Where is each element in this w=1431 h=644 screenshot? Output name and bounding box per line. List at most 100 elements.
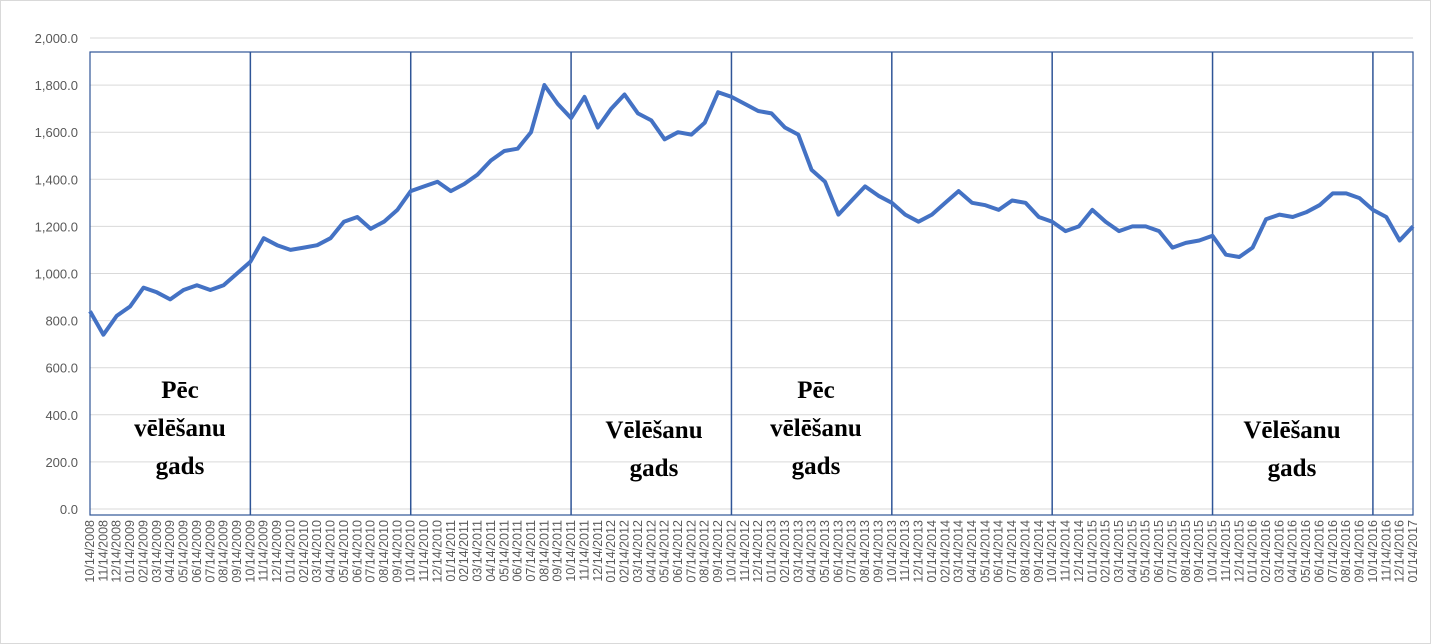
x-tick-label: 04/14/2014 — [965, 520, 979, 583]
x-tick-label: 09/14/2012 — [711, 520, 725, 583]
x-tick-label: 11/14/2008 — [96, 520, 110, 582]
x-tick-label: 07/14/2014 — [1005, 520, 1019, 583]
x-tick-label: 12/14/2010 — [430, 520, 444, 583]
x-tick-label: 05/14/2016 — [1299, 520, 1313, 583]
x-tick-label: 03/14/2011 — [471, 520, 485, 582]
x-tick-label: 08/14/2010 — [377, 520, 391, 583]
x-tick-label: 10/14/2008 — [83, 520, 97, 583]
x-tick-label: 07/14/2016 — [1326, 520, 1340, 583]
x-tick-label: 09/14/2016 — [1353, 520, 1367, 583]
x-tick-label: 02/14/2016 — [1259, 520, 1273, 583]
x-tick-label: 09/14/2014 — [1032, 520, 1046, 583]
x-tick-label: 06/14/2010 — [350, 520, 364, 583]
y-tick-label: 1,600.0 — [35, 125, 78, 140]
x-tick-label: 11/14/2011 — [577, 520, 591, 581]
x-tick-label: 01/14/2009 — [123, 520, 137, 583]
x-tick-label: 02/14/2009 — [136, 520, 150, 583]
x-tick-label: 03/14/2016 — [1272, 520, 1286, 583]
x-tick-label: 06/14/2012 — [671, 520, 685, 583]
x-tick-label: 06/14/2013 — [831, 520, 845, 583]
x-tick-label: 08/14/2013 — [858, 520, 872, 583]
annotation: Vēlēšanu — [1243, 417, 1340, 444]
annotation: gads — [792, 453, 841, 480]
x-tick-label: 10/14/2011 — [564, 520, 578, 582]
x-tick-label: 07/14/2013 — [845, 520, 859, 583]
x-tick-label: 12/14/2012 — [751, 520, 765, 583]
x-tick-label: 07/14/2011 — [524, 520, 538, 582]
annotation: vēlēšanu — [134, 415, 226, 442]
x-tick-label: 10/14/2009 — [243, 520, 257, 583]
x-tick-label: 01/14/2012 — [604, 520, 618, 583]
x-tick-label: 11/14/2010 — [417, 520, 431, 582]
x-tick-label: 05/14/2014 — [978, 520, 992, 583]
x-tick-label: 07/14/2010 — [364, 520, 378, 583]
x-tick-label: 12/14/2015 — [1232, 520, 1246, 583]
x-tick-label: 04/14/2013 — [805, 520, 819, 583]
x-tick-label: 04/14/2010 — [324, 520, 338, 583]
x-tick-label: 08/14/2014 — [1018, 520, 1032, 583]
x-tick-label: 04/14/2012 — [644, 520, 658, 583]
x-tick-label: 09/14/2015 — [1192, 520, 1206, 583]
x-tick-label: 01/14/2011 — [444, 520, 458, 582]
x-tick-label: 03/14/2015 — [1112, 520, 1126, 583]
x-tick-label: 10/14/2013 — [885, 520, 899, 583]
x-tick-label: 04/14/2016 — [1286, 520, 1300, 583]
plot-box — [89, 51, 1414, 516]
x-tick-label: 03/14/2012 — [631, 520, 645, 583]
x-tick-label: 09/14/2011 — [551, 520, 565, 582]
annotation: Vēlēšanu — [605, 417, 702, 444]
y-tick-label: 400.0 — [45, 408, 78, 423]
x-tick-label: 08/14/2016 — [1339, 520, 1353, 583]
x-tick-label: 05/14/2013 — [818, 520, 832, 583]
x-tick-label: 11/14/2016 — [1379, 520, 1393, 582]
x-tick-label: 07/14/2015 — [1165, 520, 1179, 583]
annotation: Pēc — [797, 377, 834, 404]
x-tick-label: 09/14/2010 — [390, 520, 404, 583]
x-tick-label: 10/14/2010 — [404, 520, 418, 583]
y-tick-label: 1,800.0 — [35, 78, 78, 93]
x-tick-label: 06/14/2016 — [1312, 520, 1326, 583]
y-tick-label: 0.0 — [60, 502, 78, 517]
x-tick-label: 01/14/2010 — [283, 520, 297, 583]
x-tick-label: 11/14/2012 — [738, 520, 752, 582]
x-tick-label: 02/14/2011 — [457, 520, 471, 582]
x-tick-label: 02/14/2013 — [778, 520, 792, 583]
x-tick-label: 07/14/2009 — [203, 520, 217, 583]
x-tick-label: 04/14/2011 — [484, 520, 498, 582]
y-tick-label: 1,000.0 — [35, 267, 78, 282]
line — [88, 83, 1415, 337]
y-tick-label: 2,000.0 — [35, 31, 78, 46]
y-tick-label: 800.0 — [45, 314, 78, 329]
x-tick-label: 10/14/2016 — [1366, 520, 1380, 583]
annotation: vēlēšanu — [770, 415, 862, 442]
x-tick-label: 01/14/2017 — [1406, 520, 1420, 583]
x-tick-label: 08/14/2015 — [1179, 520, 1193, 583]
x-tick-label: 08/14/2012 — [698, 520, 712, 583]
x-tick-label: 01/14/2014 — [925, 520, 939, 583]
x-tick-label: 09/14/2013 — [871, 520, 885, 583]
x-tick-label: 12/14/2016 — [1393, 520, 1407, 583]
x-tick-label: 01/14/2016 — [1246, 520, 1260, 583]
x-tick-label: 06/14/2009 — [190, 520, 204, 583]
x-tick-label: 12/14/2011 — [591, 520, 605, 582]
x-tick-label: 11/14/2013 — [898, 520, 912, 582]
x-tick-label: 12/14/2009 — [270, 520, 284, 583]
x-tick-label: 11/14/2014 — [1059, 520, 1073, 582]
x-tick-label: 06/14/2011 — [511, 520, 525, 582]
x-tick-label: 06/14/2014 — [992, 520, 1006, 583]
x-tick-label: 05/14/2010 — [337, 520, 351, 583]
x-tick-label: 03/14/2013 — [791, 520, 805, 583]
x-tick-label: 12/14/2014 — [1072, 520, 1086, 583]
x-tick-label: 03/14/2009 — [150, 520, 164, 583]
x-tick-label: 11/14/2015 — [1219, 520, 1233, 582]
y-tick-label: 200.0 — [45, 455, 78, 470]
x-tick-label: 02/14/2010 — [297, 520, 311, 583]
x-tick-label: 08/14/2009 — [217, 520, 231, 583]
annotation: gads — [1268, 455, 1317, 482]
x-tick-label: 02/14/2015 — [1099, 520, 1113, 583]
x-tick-label: 08/14/2011 — [537, 520, 551, 582]
y-tick-label: 1,200.0 — [35, 219, 78, 234]
y-tick-label: 1,400.0 — [35, 172, 78, 187]
x-tick-label: 05/14/2011 — [497, 520, 511, 582]
